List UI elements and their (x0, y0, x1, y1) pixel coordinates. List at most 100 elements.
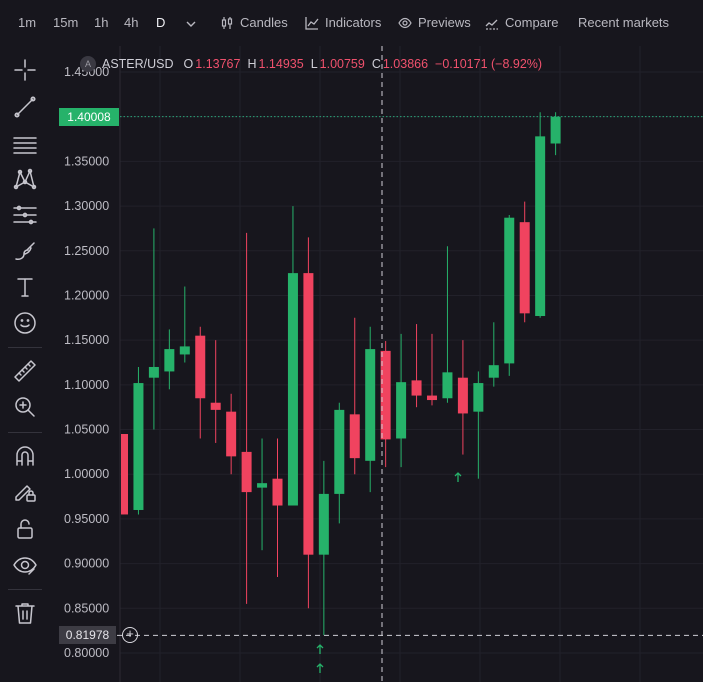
unlock-icon (17, 519, 33, 539)
high-key: H (247, 57, 257, 71)
text-icon (17, 278, 33, 297)
y-tick-label: 1.45000 (64, 65, 109, 79)
compare-icon (485, 19, 498, 30)
candle-body (133, 383, 144, 510)
crosshair-icon (14, 59, 36, 81)
text-tool[interactable] (11, 273, 39, 301)
candle-body (210, 402, 221, 410)
candle-body (303, 273, 314, 555)
timeframe-d[interactable]: D (156, 15, 166, 30)
close-key: C (371, 57, 381, 71)
zoom-in-tool[interactable] (11, 393, 39, 421)
y-tick-label: 1.05000 (64, 423, 109, 437)
pattern-tool[interactable] (11, 165, 39, 193)
candle-body (272, 478, 283, 506)
trash-icon (15, 603, 35, 624)
timeframe-1h[interactable]: 1h (94, 15, 109, 30)
y-tick-label: 0.85000 (64, 601, 109, 615)
candle-body (519, 222, 530, 314)
timeframe-15m[interactable]: 15m (53, 15, 79, 30)
y-tick-label: 0.80000 (64, 646, 109, 660)
fib-levels-icon (13, 205, 37, 225)
candles-button[interactable]: Candles (220, 15, 288, 30)
last-price-tag: 1.40008 (59, 107, 119, 126)
ruler-tool[interactable] (11, 357, 39, 385)
candlestick-chart-svg[interactable]: 1.450001.400001.350001.300001.250001.200… (50, 46, 703, 682)
candle-body (148, 366, 159, 378)
y-tick-label: 1.20000 (64, 288, 109, 302)
emoji-icon (14, 312, 36, 334)
candle-body (380, 350, 391, 440)
candle-body (535, 136, 546, 317)
emoji-tool[interactable] (11, 309, 39, 337)
trend-line-tool[interactable] (11, 93, 39, 121)
candle-body (164, 349, 175, 372)
toolbar-divider (8, 432, 42, 433)
y-tick-label: 1.25000 (64, 244, 109, 258)
compare-button[interactable]: Compare (485, 15, 558, 30)
lock-drawings-tool[interactable] (11, 478, 39, 506)
magnet-icon (16, 446, 34, 466)
timeframe-4h[interactable]: 4h (124, 15, 139, 30)
ohlc-legend: A ASTER/USD O 1.13767 H 1.14935 L 1.00759 C… (80, 56, 549, 72)
fib-levels-tool[interactable] (11, 201, 39, 229)
brush-icon (15, 242, 35, 260)
magnet-tool[interactable] (11, 442, 39, 470)
close-value: 1.03866 (382, 57, 429, 71)
lock-drawings-icon (15, 485, 36, 502)
recent-markets-button[interactable]: Recent markets (578, 15, 669, 30)
y-tick-label: 1.30000 (64, 199, 109, 213)
indicators-label: Indicators (325, 15, 382, 30)
toolbar-divider (8, 347, 42, 348)
y-tick-label: 1.35000 (64, 154, 109, 168)
crosshair-tool[interactable] (11, 56, 39, 84)
unlock-tool[interactable] (11, 515, 39, 543)
candle-body (121, 434, 128, 515)
low-key: L (310, 57, 318, 71)
toolbar-divider (8, 589, 42, 590)
open-key: O (183, 57, 194, 71)
candle-body (411, 380, 422, 396)
candle-body (241, 451, 252, 493)
cursor-price-tag: 0.81978 (59, 626, 116, 645)
candle-body (488, 365, 499, 378)
horizontal-lines-tool[interactable] (11, 130, 39, 158)
recent-markets-label: Recent markets (578, 15, 670, 30)
signal-arrow-icon (454, 472, 462, 482)
symbol-name[interactable]: ASTER/USD (102, 57, 174, 71)
low-value: 1.00759 (319, 57, 365, 71)
signal-arrow-icon (316, 644, 324, 654)
candle-body (195, 335, 206, 399)
drawing-tools-sidebar (0, 46, 50, 682)
add-alert-plus-icon[interactable]: + (122, 627, 138, 644)
y-tick-label: 0.95000 (64, 512, 109, 526)
timeframe-dropdown[interactable] (184, 17, 198, 31)
candle-body (334, 409, 345, 494)
candle-body (396, 382, 407, 439)
candle-body (287, 273, 298, 506)
change-value: −0.10171 (−8.92%) (435, 57, 543, 71)
symbol-icon: A (80, 56, 96, 72)
indicators-button[interactable]: Indicators (305, 15, 381, 30)
candle-body (442, 372, 453, 399)
eye-icon (13, 557, 37, 575)
delete-drawings-tool[interactable] (11, 599, 39, 627)
candles-label: Candles (240, 15, 288, 30)
brush-tool[interactable] (11, 237, 39, 265)
pattern-icon (13, 168, 37, 190)
candle-body (349, 414, 360, 459)
signal-arrow-icon (316, 663, 324, 673)
high-value: 1.14935 (258, 57, 304, 71)
indicators-icon (305, 16, 319, 30)
horizontal-lines-icon (13, 137, 37, 154)
previews-label: Previews (418, 15, 471, 30)
compare-label: Compare (505, 15, 559, 30)
y-tick-label: 1.15000 (64, 333, 109, 347)
previews-button[interactable]: Previews (398, 15, 471, 30)
price-chart[interactable]: 1.450001.400001.350001.300001.250001.200… (50, 46, 703, 682)
timeframe-1m[interactable]: 1m (18, 15, 37, 30)
y-tick-label: 0.90000 (64, 557, 109, 571)
candle-body (318, 493, 329, 555)
hide-drawings-tool[interactable] (11, 551, 39, 579)
candle-body (365, 349, 376, 461)
